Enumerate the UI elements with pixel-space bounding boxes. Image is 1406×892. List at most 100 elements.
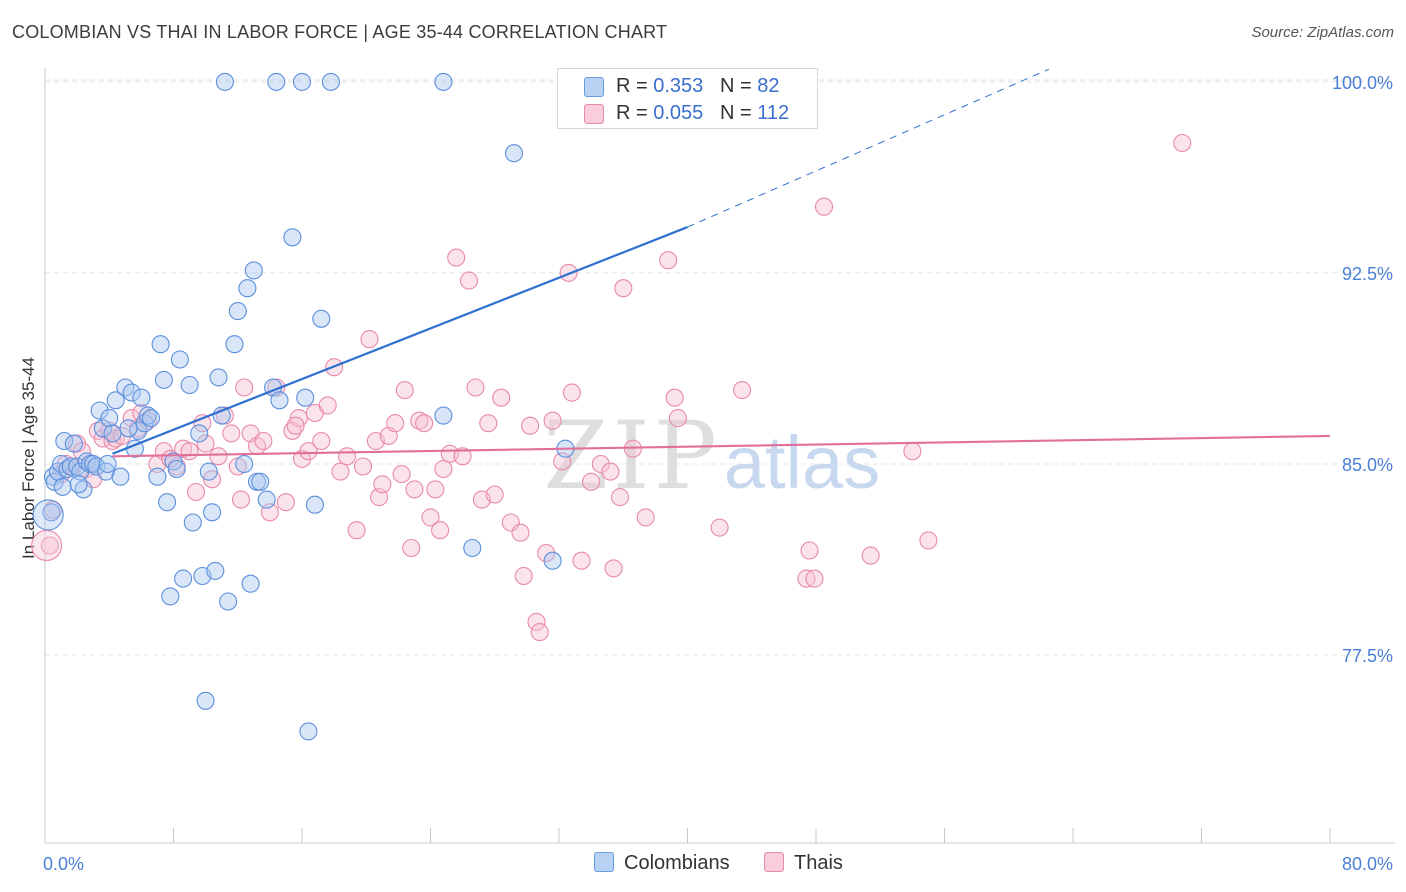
thai-point bbox=[527, 612, 546, 631]
thai-points bbox=[31, 133, 1192, 642]
thai-point bbox=[668, 409, 687, 428]
chart-title: COLOMBIAN VS THAI IN LABOR FORCE | AGE 3… bbox=[12, 22, 668, 42]
colombian-point bbox=[141, 409, 161, 428]
thai-point bbox=[276, 493, 295, 512]
thai-cluster-point bbox=[31, 529, 63, 562]
legend-swatch-pink bbox=[584, 104, 604, 124]
colombian-point bbox=[151, 335, 170, 354]
colombian-point bbox=[148, 467, 167, 486]
colombian-point bbox=[69, 475, 88, 494]
thai-point bbox=[196, 434, 215, 453]
thai-point bbox=[543, 411, 562, 430]
colombian-point bbox=[215, 72, 234, 91]
correlation-legend: R = 0.353 N = 82 R = 0.055 N = 112 bbox=[557, 68, 818, 129]
thai-point bbox=[421, 508, 440, 527]
legend-r-label: R = bbox=[616, 102, 648, 124]
bottom-legend-label: Thais bbox=[794, 852, 843, 874]
colombian-point bbox=[267, 72, 286, 91]
thai-point bbox=[479, 414, 498, 433]
legend-n-label: N = bbox=[719, 75, 752, 97]
colombian-point bbox=[238, 279, 257, 298]
y-tick-label: 92.5% bbox=[1342, 264, 1393, 284]
thai-point bbox=[453, 447, 472, 466]
thai-point bbox=[582, 472, 601, 491]
colombian-point bbox=[111, 467, 130, 486]
colombian-point bbox=[174, 569, 193, 588]
colombian-point bbox=[119, 419, 138, 438]
colombian-point bbox=[206, 561, 225, 580]
colombian-point bbox=[42, 503, 61, 522]
thai-point bbox=[1173, 133, 1192, 153]
thai-point bbox=[466, 378, 485, 397]
colombian-point bbox=[167, 459, 186, 479]
colombian-point bbox=[241, 574, 260, 593]
thai-point bbox=[459, 271, 479, 290]
thai-point bbox=[601, 462, 620, 481]
bottom-legend-thais: Thais bbox=[764, 852, 843, 875]
colombian-point bbox=[209, 368, 228, 387]
thai-point bbox=[360, 330, 379, 349]
colombian-point bbox=[228, 302, 247, 321]
thai-point bbox=[800, 541, 819, 560]
colombian-point bbox=[122, 383, 141, 402]
thai-point bbox=[426, 480, 445, 499]
colombian-trend-extension bbox=[687, 68, 1050, 228]
colombian-point bbox=[203, 503, 222, 522]
colombian-point bbox=[161, 587, 180, 606]
thai-point bbox=[511, 523, 530, 542]
thai-point bbox=[805, 569, 824, 588]
thai-point bbox=[431, 521, 450, 540]
colombian-point bbox=[244, 261, 263, 280]
colombian-cluster-point bbox=[32, 499, 64, 531]
thai-point bbox=[903, 442, 922, 461]
thai-point bbox=[447, 248, 466, 267]
colombian-point bbox=[321, 72, 340, 91]
colombian-point bbox=[103, 424, 122, 443]
thai-point bbox=[405, 480, 424, 499]
thai-point bbox=[733, 381, 752, 400]
thai-point bbox=[415, 414, 434, 433]
thai-point bbox=[40, 536, 59, 555]
colombian-point bbox=[61, 457, 80, 476]
legend-n-value: 112 bbox=[757, 102, 790, 124]
colombian-point bbox=[434, 406, 453, 425]
bottom-swatch-pink bbox=[764, 852, 784, 872]
colombian-point bbox=[180, 375, 199, 395]
legend-r-label: R = bbox=[616, 75, 648, 97]
thai-point bbox=[861, 546, 880, 565]
thai-point bbox=[492, 388, 511, 407]
y-tick-label: 100.0% bbox=[1332, 73, 1393, 93]
source-label: Source: ZipAtlas.com bbox=[1251, 24, 1394, 41]
colombian-point bbox=[434, 72, 453, 91]
colombian-point bbox=[190, 424, 209, 443]
bottom-legend-colombians: Colombians bbox=[594, 852, 730, 875]
watermark-atlas: atlas bbox=[724, 421, 880, 504]
bottom-legend-label: Colombians bbox=[624, 852, 730, 874]
thai-point bbox=[235, 378, 254, 397]
thai-point bbox=[103, 431, 122, 451]
colombian-point bbox=[96, 462, 116, 481]
colombian-point bbox=[196, 691, 215, 710]
legend-swatch-blue bbox=[584, 77, 604, 97]
colombian-point bbox=[225, 335, 244, 354]
y-axis-title: In Labor Force | Age 35-44 bbox=[19, 357, 38, 559]
colombian-point bbox=[504, 144, 524, 163]
thai-point bbox=[386, 414, 405, 433]
thai-point bbox=[665, 388, 684, 407]
thai-point bbox=[318, 396, 337, 415]
colombian-point bbox=[74, 480, 93, 499]
axes bbox=[44, 68, 1395, 844]
thai-point bbox=[222, 424, 241, 443]
colombian-point bbox=[93, 419, 112, 438]
thai-point bbox=[337, 447, 357, 466]
colombian-point bbox=[87, 457, 106, 476]
thai-point bbox=[231, 490, 251, 509]
colombian-point bbox=[296, 388, 315, 407]
colombian-point bbox=[219, 592, 238, 611]
thai-point bbox=[604, 559, 623, 578]
thai-point bbox=[402, 538, 421, 558]
colombian-point bbox=[154, 370, 173, 389]
y-tick-labels: 77.5% 85.0% 92.5% 100.0% bbox=[1332, 73, 1393, 666]
bottom-swatch-blue bbox=[594, 852, 614, 872]
